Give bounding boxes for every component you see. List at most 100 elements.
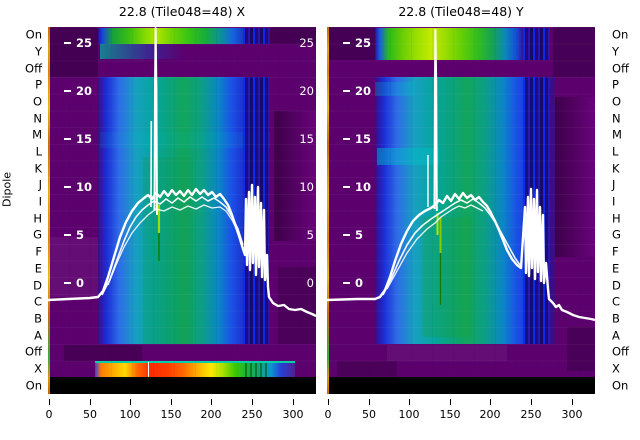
row-label: Off bbox=[612, 344, 629, 359]
row-label: X bbox=[612, 361, 620, 376]
row-steps-overlay bbox=[327, 27, 595, 394]
heatmap-patch bbox=[48, 27, 98, 77]
value-tick: 15 bbox=[64, 132, 92, 146]
x-tick-mark bbox=[211, 399, 212, 405]
heatmap-panel-y: 22.8 (Tile048=48) Y bbox=[325, 4, 595, 421]
teal-line bbox=[95, 361, 295, 363]
heatmap-patch bbox=[567, 327, 595, 371]
row-label: P bbox=[612, 77, 619, 92]
row-label: Y bbox=[34, 44, 42, 59]
tick-dash bbox=[64, 282, 71, 284]
x-tick-mark bbox=[409, 399, 410, 405]
row-label: L bbox=[612, 144, 619, 159]
panel-title: 22.8 (Tile048=48) X bbox=[118, 4, 246, 19]
x-tick-mark bbox=[328, 399, 329, 405]
heatmap-patch bbox=[327, 27, 375, 60]
x-tick-label: 0 bbox=[324, 408, 332, 421]
x-tick-label: 300 bbox=[561, 408, 583, 421]
row-label: I bbox=[38, 194, 42, 209]
teal-accent bbox=[100, 132, 270, 148]
row-label: C bbox=[612, 294, 621, 309]
value-tick: 10 bbox=[343, 180, 371, 194]
heatmap-panel-x: 22.8 (Tile048=48) X bbox=[46, 4, 316, 421]
row-label: G bbox=[612, 227, 621, 242]
x-tick-label: 250 bbox=[520, 408, 542, 421]
x-tick-mark bbox=[90, 399, 91, 405]
heatmap-patch bbox=[555, 97, 595, 257]
row-label: P bbox=[35, 77, 42, 92]
x-tick-label: 100 bbox=[398, 408, 420, 421]
value-tick: 10 bbox=[64, 180, 92, 194]
heatmap-patch bbox=[64, 345, 142, 361]
value-tick-label-right: 25 bbox=[299, 36, 314, 50]
value-tick-label: 20 bbox=[355, 84, 372, 98]
row-label: X bbox=[34, 361, 42, 376]
value-tick: 5 bbox=[64, 228, 84, 242]
tick-dash bbox=[64, 138, 71, 140]
row-label: J bbox=[612, 177, 616, 192]
row-label: On bbox=[25, 378, 42, 393]
row-label: G bbox=[33, 227, 42, 242]
value-tick-label-right: 15 bbox=[299, 132, 314, 146]
row-label: F bbox=[612, 244, 619, 259]
x-tick-label: 50 bbox=[362, 408, 376, 421]
row-label: H bbox=[612, 211, 621, 226]
tick-dash bbox=[343, 186, 350, 188]
x-tick-label: 150 bbox=[439, 408, 461, 421]
dipole-row-labels-left: On Y Off P O N M L K J I H G F E D C B A… bbox=[0, 0, 44, 440]
row-label: O bbox=[612, 94, 622, 109]
value-tick: 25 bbox=[64, 36, 92, 50]
x-axis: 0 50 100 150 200 250 300 bbox=[324, 394, 595, 430]
value-tick: 20 bbox=[64, 84, 92, 98]
black-row bbox=[327, 377, 595, 394]
x-tick-mark bbox=[369, 399, 370, 405]
row-label: F bbox=[35, 244, 42, 259]
green-accent bbox=[422, 217, 472, 337]
value-tick: 20 bbox=[343, 84, 371, 98]
x-tick-mark bbox=[531, 399, 532, 405]
heatmap-patch bbox=[270, 27, 316, 44]
value-tick-label-right: 0 bbox=[306, 276, 314, 290]
bandpass-curve bbox=[48, 27, 316, 318]
x-tick-label: 50 bbox=[83, 408, 97, 421]
x-tick-mark bbox=[450, 399, 451, 405]
x-axis: 0 50 100 150 200 250 300 bbox=[45, 394, 316, 430]
row-label: A bbox=[34, 328, 42, 343]
white-line-marker bbox=[148, 362, 150, 377]
x-tick-mark bbox=[171, 399, 172, 405]
teal-accent bbox=[375, 82, 415, 96]
row-label: Off bbox=[25, 344, 42, 359]
value-tick-label: 15 bbox=[76, 132, 93, 146]
x-tick-label: 300 bbox=[282, 408, 304, 421]
row-label: B bbox=[34, 311, 42, 326]
row-label: D bbox=[612, 278, 621, 293]
heatmap: 25 20 15 10 5 0 bbox=[327, 27, 595, 394]
value-tick: 0 bbox=[64, 276, 84, 290]
x-tick-mark bbox=[49, 399, 50, 405]
value-tick-label-right: 5 bbox=[306, 228, 314, 242]
tick-dash bbox=[343, 42, 350, 44]
on-row-band bbox=[375, 28, 523, 60]
panel-title: 22.8 (Tile048=48) Y bbox=[398, 4, 524, 19]
row-label: I bbox=[612, 194, 616, 209]
value-tick-label: 5 bbox=[76, 228, 85, 242]
value-tick-label: 25 bbox=[355, 36, 372, 50]
tick-dash bbox=[64, 234, 71, 236]
tick-dash bbox=[343, 90, 350, 92]
row-label: C bbox=[33, 294, 42, 309]
heatmap-patch bbox=[274, 111, 316, 241]
value-tick-label: 0 bbox=[76, 276, 85, 290]
x-tick-label: 0 bbox=[45, 408, 53, 421]
x-tick-mark bbox=[130, 399, 131, 405]
rfi-stripes bbox=[243, 28, 269, 44]
row-label: K bbox=[34, 161, 42, 176]
bandpass-curve bbox=[327, 29, 595, 322]
value-tick-label: 25 bbox=[76, 36, 93, 50]
heatmap-patch bbox=[387, 345, 507, 361]
row-label: E bbox=[34, 261, 42, 276]
tick-dash bbox=[64, 42, 71, 44]
teal-accent bbox=[377, 148, 439, 165]
row-label: A bbox=[612, 328, 620, 343]
heatmap-patch bbox=[337, 361, 397, 377]
x-tick-mark bbox=[252, 399, 253, 405]
